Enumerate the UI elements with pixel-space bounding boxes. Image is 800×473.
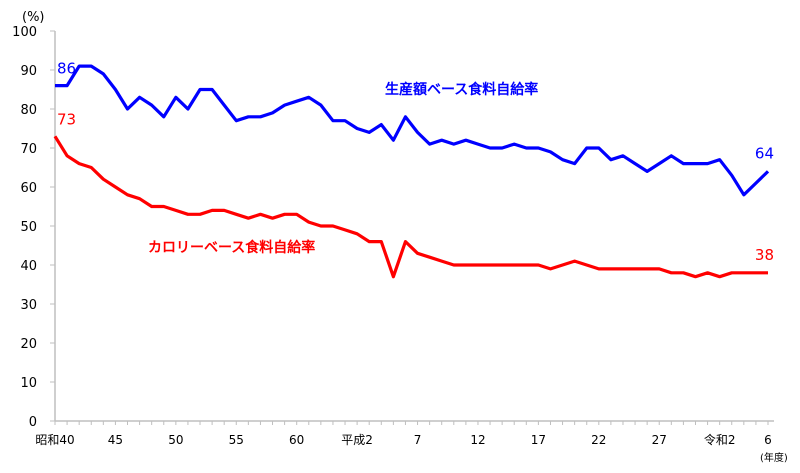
y-tick-label: 40 xyxy=(20,259,37,274)
x-tick-label: 27 xyxy=(652,433,667,447)
y-axis-label: (%) xyxy=(22,10,45,25)
y-tick-label: 10 xyxy=(20,376,37,391)
x-tick-label: 平成2 xyxy=(341,433,373,447)
end-data-label: 64 xyxy=(755,144,774,162)
x-tick-label: 55 xyxy=(229,433,244,447)
series-label: 生産額ベース食料自給率 xyxy=(385,81,538,98)
y-tick-label: 100 xyxy=(12,25,37,40)
end-data-label: 38 xyxy=(755,246,774,264)
y-tick-label: 70 xyxy=(20,142,37,157)
y-tick-label: 20 xyxy=(20,337,37,352)
y-tick-label: 60 xyxy=(20,181,37,196)
y-tick-label: 50 xyxy=(20,220,37,235)
x-tick-label: 22 xyxy=(591,433,606,447)
x-tick-label: 昭和40 xyxy=(35,433,74,447)
x-tick-label: 令和2 xyxy=(704,432,736,447)
x-tick-label: 45 xyxy=(108,433,123,447)
x-tick-label: 50 xyxy=(168,433,183,447)
y-tick-label: 30 xyxy=(20,298,37,313)
y-tick-label: 90 xyxy=(20,64,37,79)
x-tick-label: 17 xyxy=(531,433,546,447)
y-tick-label: 80 xyxy=(20,103,37,118)
start-data-label: 73 xyxy=(57,110,76,128)
y-tick-label: 0 xyxy=(29,415,37,430)
start-data-label: 86 xyxy=(57,60,76,78)
x-tick-label: 6 xyxy=(764,433,772,447)
series-label: カロリーベース食料自給率 xyxy=(148,239,315,256)
x-tick-label: 7 xyxy=(414,433,422,447)
x-tick-label: 12 xyxy=(470,433,485,447)
x-tick-label: 60 xyxy=(289,433,304,447)
x-axis-label: (年度) xyxy=(760,451,788,464)
